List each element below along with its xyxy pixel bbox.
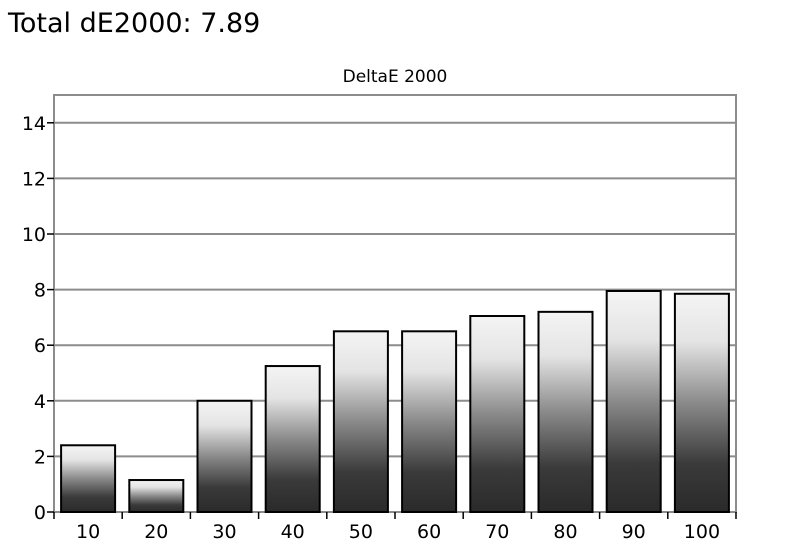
- bar: [60, 444, 117, 513]
- y-tick-label: 14: [22, 113, 46, 135]
- bar: [264, 365, 321, 513]
- chart-title: DeltaE 2000: [342, 67, 448, 87]
- y-tick-label: 4: [34, 391, 46, 413]
- y-tick-label: 10: [22, 224, 46, 246]
- x-tick-label: 80: [553, 521, 577, 543]
- y-tick-label: 8: [34, 280, 46, 302]
- x-tick-label: 10: [76, 521, 100, 543]
- x-tick-label: 20: [144, 521, 168, 543]
- y-tick-label: 6: [34, 335, 46, 357]
- y-tick-label: 12: [22, 168, 46, 190]
- bar: [401, 330, 458, 513]
- bar: [673, 292, 730, 513]
- x-tick-label: 30: [212, 521, 236, 543]
- x-tick-label: 50: [349, 521, 373, 543]
- page-title: Total dE2000: 7.89: [8, 8, 261, 39]
- x-tick-label: 40: [281, 521, 305, 543]
- bar: [469, 315, 526, 514]
- bar: [128, 479, 185, 513]
- bar: [605, 289, 662, 513]
- x-tick-label: 60: [417, 521, 441, 543]
- y-tick-label: 0: [34, 502, 46, 524]
- x-tick-label: 90: [622, 521, 646, 543]
- bar: [537, 310, 594, 513]
- bar: [196, 399, 253, 513]
- x-tick-label: 100: [684, 521, 720, 543]
- x-tick-label: 70: [485, 521, 509, 543]
- y-tick-label: 2: [34, 446, 46, 468]
- bar: [332, 330, 389, 513]
